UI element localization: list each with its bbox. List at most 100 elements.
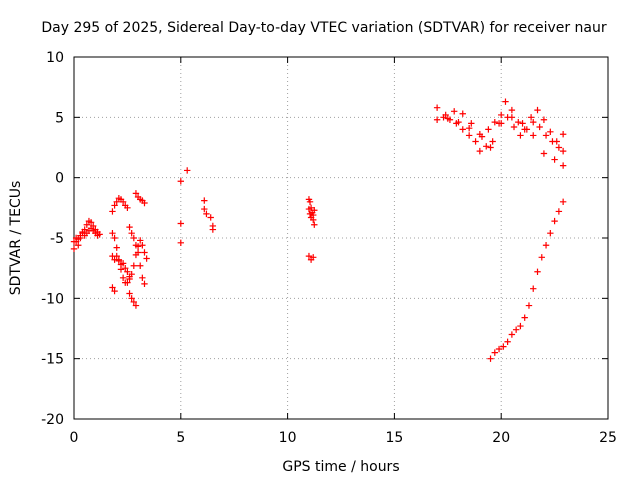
data-point: [551, 156, 558, 163]
data-point: [542, 132, 550, 139]
data-point: [555, 208, 563, 215]
data-point: [132, 302, 140, 309]
data-point: [70, 238, 78, 245]
data-point: [521, 126, 528, 133]
data-point: [491, 118, 498, 126]
series-cluster-17h-b: [433, 98, 567, 150]
y-tick-label: 0: [55, 171, 64, 187]
data-point: [468, 120, 475, 127]
data-point: [521, 314, 528, 321]
data-point: [111, 256, 118, 263]
data-point: [525, 302, 533, 309]
data-point: [109, 208, 116, 215]
data-point: [310, 211, 317, 219]
data-point: [128, 295, 135, 302]
data-point: [310, 254, 317, 261]
x-tick-label: 0: [70, 430, 79, 446]
data-point: [512, 326, 520, 333]
data-point: [498, 111, 505, 119]
data-point: [451, 108, 458, 115]
data-point: [540, 116, 548, 123]
data-point: [83, 221, 91, 228]
data-point: [134, 249, 142, 256]
data-point: [109, 229, 116, 237]
data-point: [483, 143, 490, 150]
data-point: [530, 285, 537, 292]
x-tick-labels: 0 5 10 15 20 25: [70, 430, 617, 446]
data-point: [111, 287, 118, 295]
data-point: [500, 343, 507, 350]
y-tick-labels: -20 -15 -10 -5 0 5 10: [41, 50, 64, 428]
data-point: [132, 190, 140, 197]
data-point: [113, 252, 120, 260]
data-point: [130, 262, 138, 269]
y-tick-label: -10: [41, 291, 64, 307]
data-point: [489, 138, 496, 145]
data-point: [143, 255, 150, 262]
data-point: [113, 198, 120, 205]
data-point: [530, 132, 537, 139]
data-point: [94, 232, 101, 239]
data-point: [141, 280, 148, 288]
y-tick-label: -20: [41, 412, 64, 428]
data-point: [141, 249, 148, 256]
data-point: [124, 268, 131, 275]
series-arc-d: [109, 252, 133, 280]
data-point: [177, 178, 184, 185]
data-point: [442, 111, 449, 119]
data-point: [455, 118, 462, 126]
data-point: [559, 162, 567, 169]
data-point: [433, 104, 441, 111]
data-point: [559, 131, 567, 138]
series-arc-h: [109, 284, 118, 295]
data-point: [126, 223, 133, 231]
series-arc-11h-b: [305, 205, 318, 221]
x-tick-label: 15: [385, 430, 403, 446]
data-point: [203, 210, 210, 218]
data-point: [75, 236, 82, 243]
series-arc-f: [126, 290, 140, 309]
data-point: [485, 126, 492, 133]
data-point: [207, 214, 214, 221]
data-point: [508, 331, 516, 338]
data-point: [184, 167, 191, 174]
data-point: [498, 120, 505, 127]
data-point: [306, 210, 314, 218]
series-isolated-5h: [177, 167, 191, 247]
x-tick-label: 5: [176, 430, 185, 446]
data-point: [306, 198, 314, 205]
series-cluster-17h-c: [444, 114, 567, 169]
data-point: [502, 98, 509, 105]
data-point: [113, 244, 120, 251]
data-point: [124, 204, 131, 212]
data-point: [209, 226, 217, 233]
data-point: [126, 290, 133, 297]
series-arc-c: [109, 229, 150, 286]
data-point: [311, 221, 318, 228]
data-point: [311, 207, 318, 214]
data-point: [201, 205, 208, 213]
data-point: [305, 205, 313, 213]
data-point: [487, 144, 494, 151]
data-point: [508, 114, 516, 121]
data-point: [547, 229, 554, 237]
data-point: [508, 106, 516, 114]
data-point: [553, 138, 560, 145]
data-point: [111, 234, 118, 242]
series-arc-11h-a: [305, 196, 318, 228]
data-point: [472, 138, 479, 145]
data-point: [491, 349, 498, 356]
y-axis-label: SDTVAR / TECUs: [8, 181, 24, 296]
data-point: [124, 279, 131, 286]
data-point: [540, 150, 548, 157]
data-point: [444, 115, 451, 122]
data-point: [305, 252, 313, 260]
y-tick-label: 5: [55, 110, 64, 126]
data-point: [559, 198, 567, 205]
data-point: [465, 132, 473, 139]
data-point: [476, 147, 484, 155]
data-point: [519, 120, 526, 127]
data-point: [538, 254, 545, 261]
data-point: [517, 132, 524, 139]
